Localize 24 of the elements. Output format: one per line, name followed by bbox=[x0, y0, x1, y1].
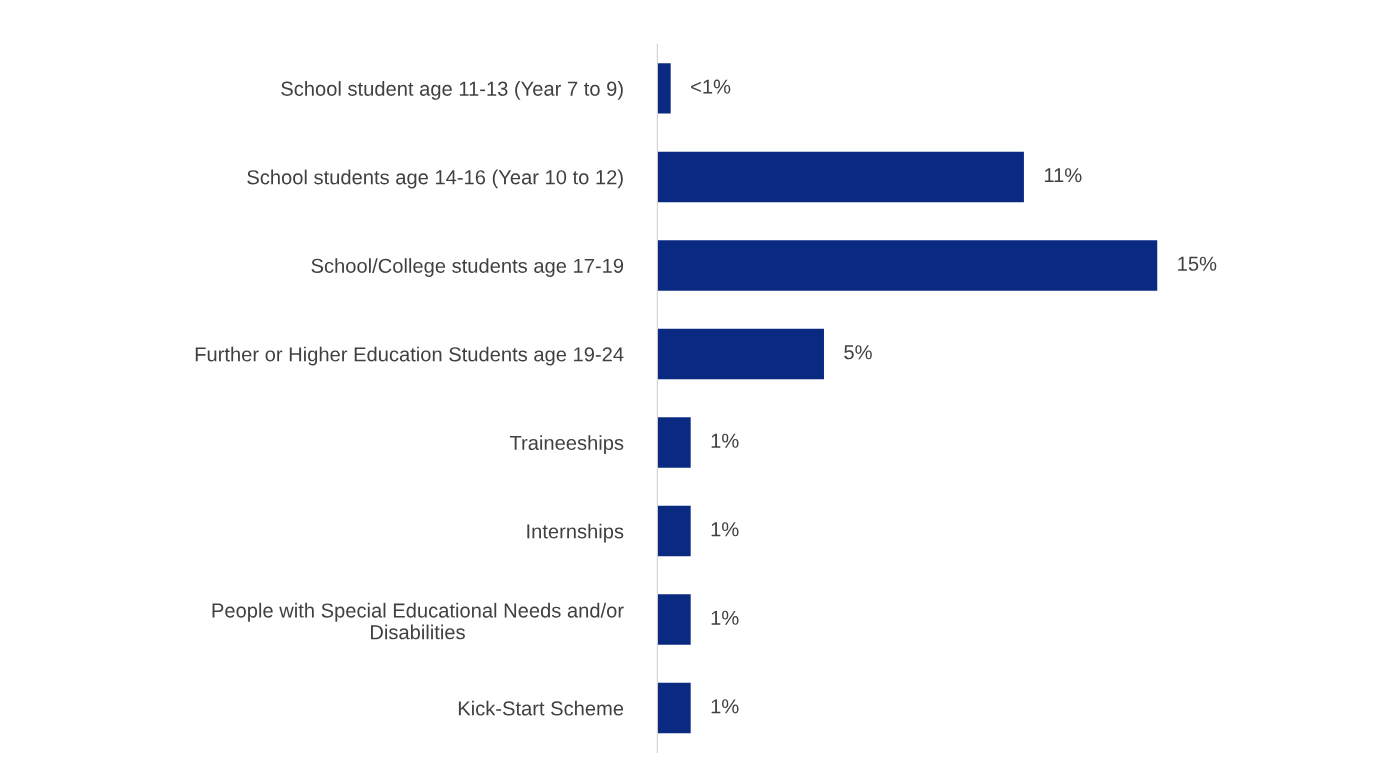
data-label: 1% bbox=[711, 610, 739, 625]
data-label: 15% bbox=[1178, 256, 1217, 271]
y-tick-label: Internships bbox=[527, 523, 624, 543]
bar bbox=[657, 328, 824, 380]
data-label: 1% bbox=[711, 433, 739, 448]
data-label: 11% bbox=[1044, 168, 1082, 183]
bar bbox=[657, 505, 691, 557]
bar bbox=[657, 240, 1158, 291]
y-tick-label: Traineeships bbox=[509, 435, 624, 454]
data-label: 5% bbox=[844, 345, 872, 360]
y-tick-label: Kick-Start Scheme bbox=[458, 700, 624, 716]
bar bbox=[657, 417, 691, 468]
bar bbox=[657, 594, 691, 645]
data-label: <1% bbox=[691, 79, 731, 94]
y-tick-label: School student age 11-13 (Year 7 to 9) bbox=[281, 81, 623, 100]
data-label: 1% bbox=[711, 699, 739, 714]
y-tick-label: School/College students age 17-19 bbox=[311, 258, 624, 277]
bar bbox=[657, 63, 671, 114]
data-label: 1% bbox=[711, 522, 739, 537]
bar bbox=[657, 682, 691, 734]
bar bbox=[657, 151, 1024, 203]
y-tick-label: Further or Higher Education Students age 19-24 bbox=[195, 346, 624, 366]
y-tick-label: People with Special Educational Needs and/or Disabilities bbox=[212, 602, 624, 640]
y-tick-label: School students age 14-16 (Year 10 to 12) bbox=[247, 169, 623, 189]
